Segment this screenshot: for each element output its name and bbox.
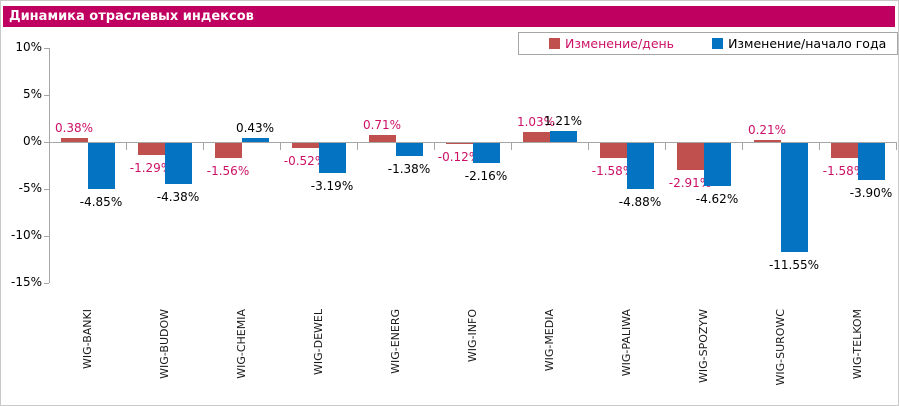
category-boundary-tick [588,142,589,150]
category-label: WIG-BUDOW [157,309,171,379]
value-label-ytd: -2.16% [464,169,508,184]
y-tick-label: 5% [22,87,42,101]
chart-title-bar: Динамика отраслевых индексов [3,6,895,27]
bar-ytd [780,143,808,252]
value-label-ytd: -4.88% [618,194,662,209]
value-label-ytd: -1.38% [387,161,431,176]
bar-day [676,143,704,171]
category-boundary-tick [665,142,666,150]
bar-day [599,143,627,158]
legend-item-day: Изменение/день [549,36,674,51]
value-label-day: -1.56% [206,163,250,178]
category-label: WIG-INFO [465,309,479,363]
value-label-ytd: -11.55% [768,257,820,272]
chart-title: Динамика отраслевых индексов [9,9,254,24]
y-tick-label: -15% [10,275,42,289]
value-label-ytd: 0.43% [235,120,275,135]
value-label-day: -1.29% [129,161,173,176]
bar-day [214,143,242,158]
bar-ytd [164,143,192,185]
bar-ytd [87,143,115,189]
category-boundary-tick [742,142,743,150]
legend-swatch-ytd-icon [712,38,724,49]
category-boundary-tick [896,142,897,150]
category-label: WIG-BANKI [80,309,94,369]
category-label: WIG-DEWEL [311,309,325,375]
value-label-day: -1.58% [591,163,635,178]
value-label-day: -0.12% [437,150,481,165]
value-label-ytd: -3.19% [310,178,354,193]
y-axis-tick [44,48,49,49]
category-boundary-tick [357,142,358,150]
bar-ytd [857,143,885,180]
value-label-day: -1.58% [822,163,866,178]
bar-day [291,143,319,148]
y-axis-tick [44,189,49,190]
category-boundary-tick [434,142,435,150]
category-label: WIG-ENERG [388,309,402,374]
value-label-day: -2.91% [668,176,712,191]
category-label: WIG-SPOZYW [696,309,710,384]
bar-day [830,143,858,158]
value-label-day: 1.03% [516,115,556,130]
legend-label-day: Изменение/день [565,36,675,51]
value-label-ytd: -4.38% [156,190,200,205]
y-tick-label: -5% [18,181,42,195]
value-label-ytd: -4.62% [695,192,739,207]
category-label: WIG-CHEMIA [234,309,248,379]
category-boundary-tick [49,142,50,150]
zero-axis-line [49,142,896,143]
value-label-ytd: 1.21% [543,113,583,128]
bar-day [445,143,473,145]
bar-ytd [472,143,500,164]
legend-swatch-day-icon [549,38,560,49]
bar-ytd [241,137,269,142]
bar-ytd [549,130,577,142]
bar-day [368,135,396,142]
value-label-day: -0.52% [283,153,327,168]
category-label: WIG-PALIWA [619,309,633,377]
value-label-ytd: -3.90% [849,185,893,200]
y-tick-label: 10% [15,40,42,54]
bar-ytd [703,143,731,187]
y-tick-label: 0% [22,134,42,148]
value-label-ytd: -4.85% [79,194,123,209]
category-boundary-tick [819,142,820,150]
value-label-day: 0.71% [362,118,402,133]
legend-label-ytd: Изменение/начало года [728,36,887,51]
category-label: WIG-TELKOM [850,309,864,380]
bar-ytd [626,143,654,189]
bar-day [522,132,550,142]
y-axis-line [49,48,50,283]
category-label: WIG-SUROWC [773,309,787,386]
y-axis-tick [44,283,49,284]
bar-day [753,140,781,142]
y-axis-tick [44,95,49,96]
bar-ytd [318,143,346,173]
bar-day [60,138,88,142]
value-label-day: 0.38% [54,121,94,136]
bar-day [137,143,165,156]
category-boundary-tick [280,142,281,150]
bar-ytd [395,143,423,156]
category-boundary-tick [203,142,204,150]
y-axis-tick [44,142,49,143]
y-tick-label: -10% [10,228,42,242]
category-label: WIG-MEDIA [542,309,556,372]
legend-item-ytd: Изменение/начало года [712,36,886,51]
value-label-day: 0.21% [747,123,787,138]
legend-box: Изменение/день Изменение/начало года [518,32,898,55]
category-boundary-tick [511,142,512,150]
category-boundary-tick [126,142,127,150]
y-axis-tick [44,236,49,237]
